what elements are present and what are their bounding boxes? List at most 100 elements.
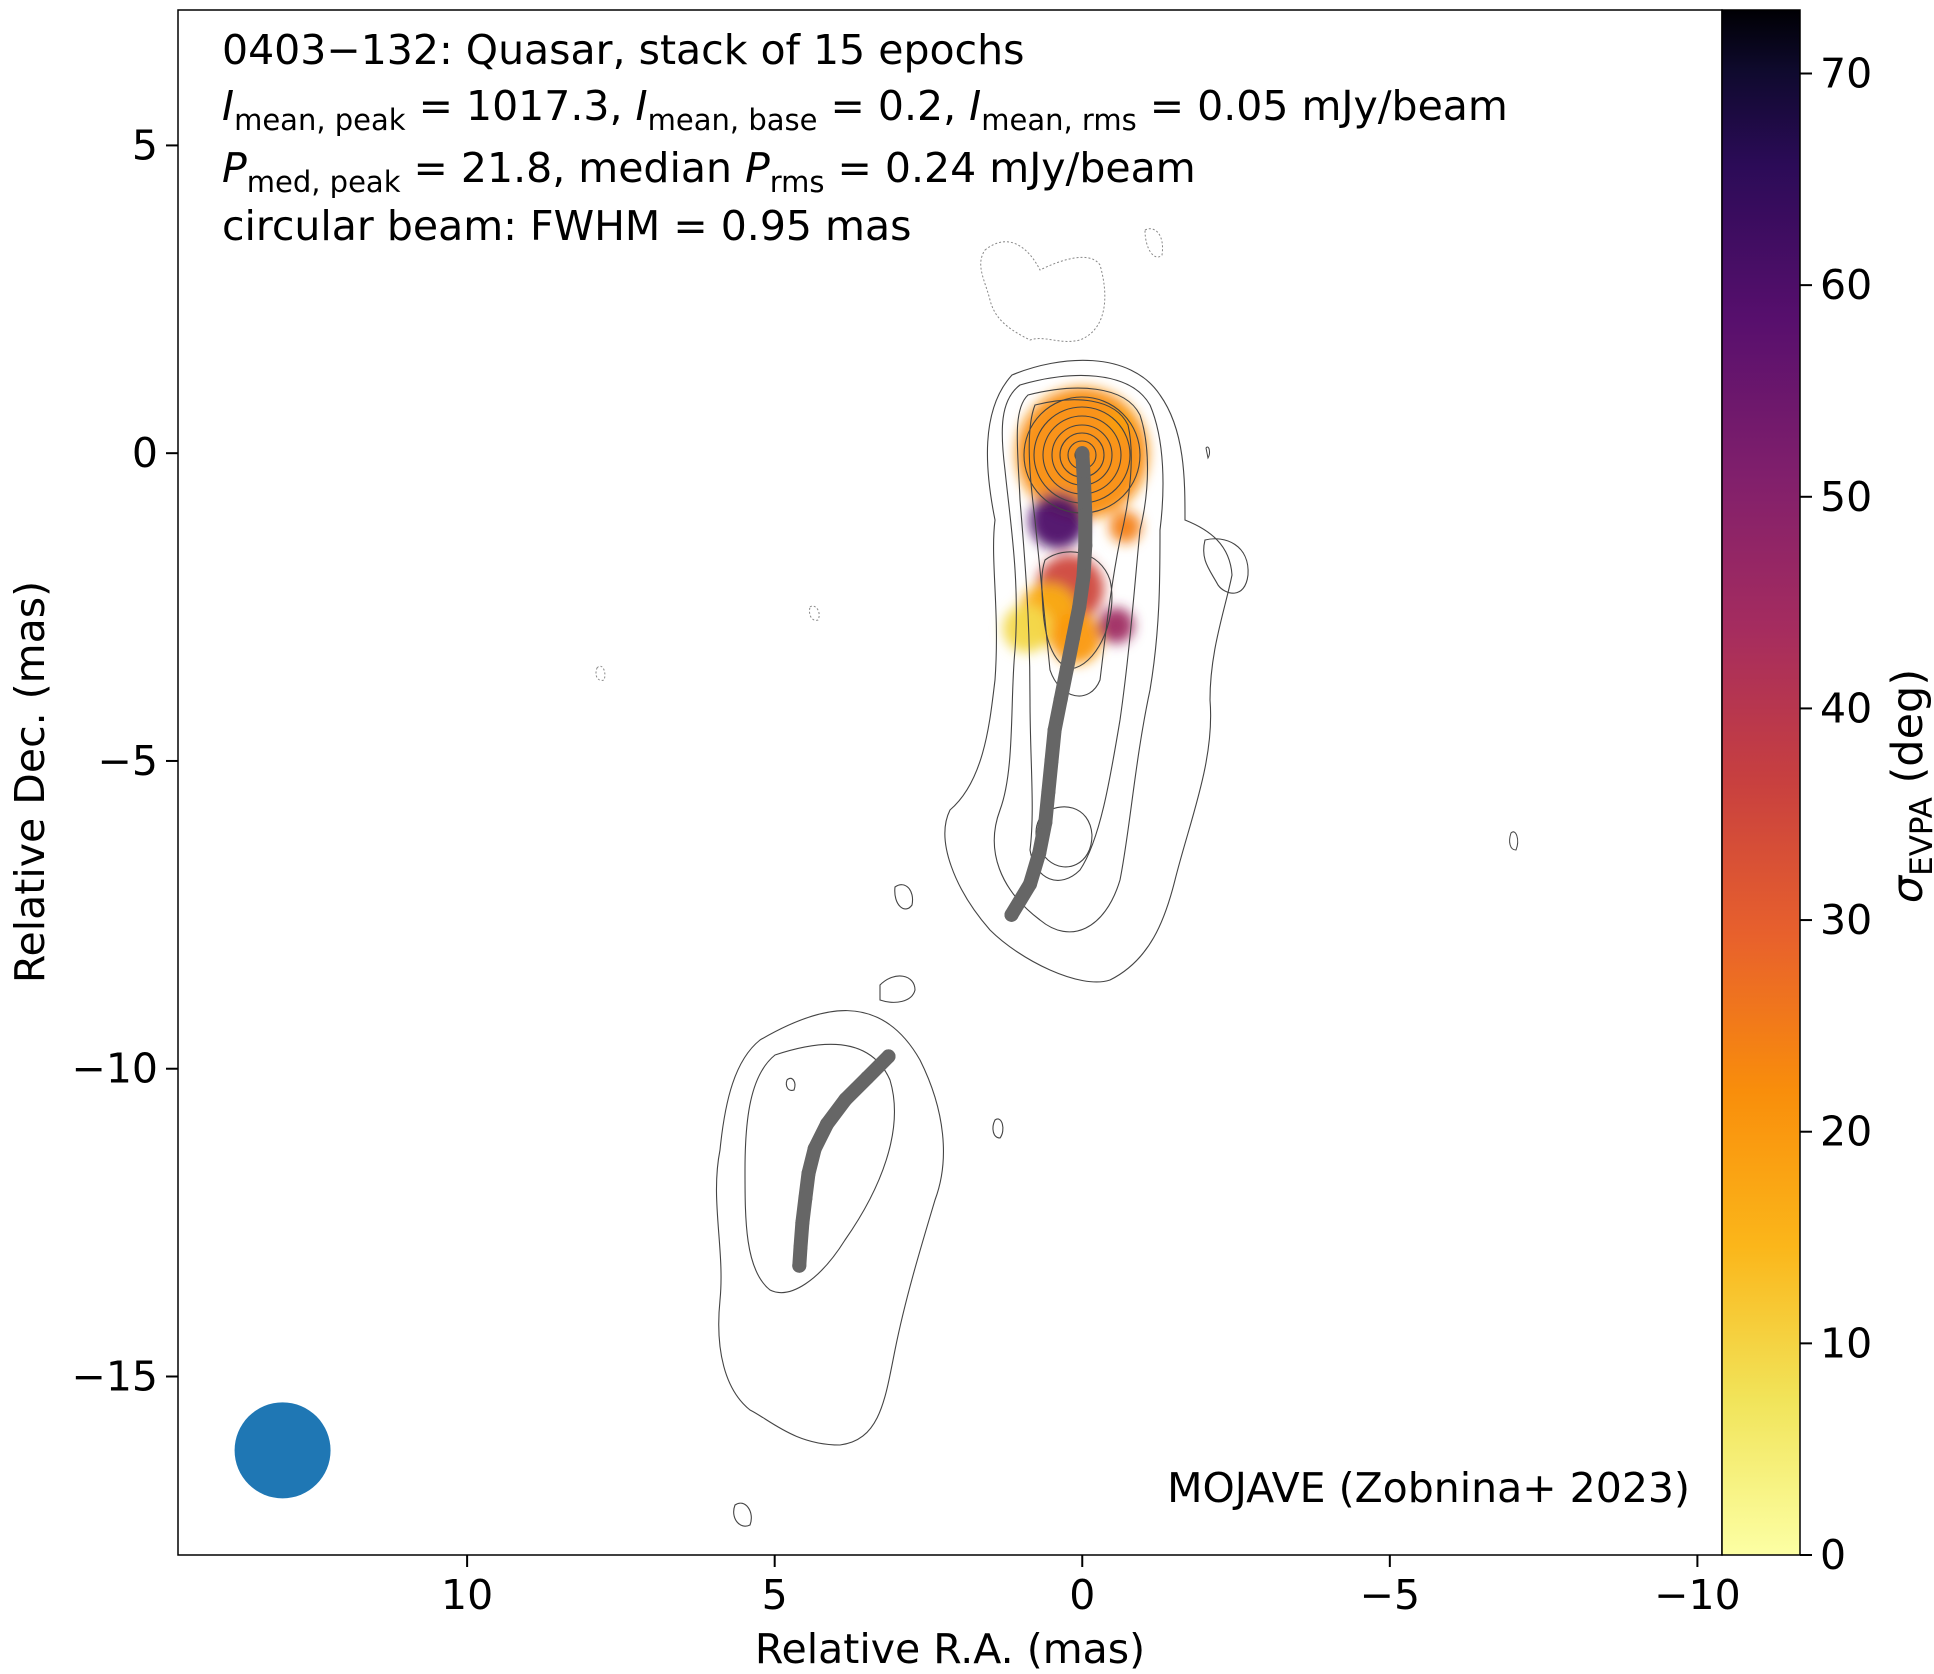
ridge-point (807, 1141, 822, 1156)
ridge-point (819, 1117, 834, 1132)
polarization-region (1098, 607, 1135, 644)
ridge-point (1053, 692, 1068, 707)
colorbar-ticks: 0 10 20 30 40 50 60 70 (1800, 49, 1872, 1579)
colorbar-tick-label: 30 (1820, 896, 1872, 944)
y-tick-label: −10 (71, 1045, 158, 1093)
ridge-point (1066, 630, 1081, 645)
i-mean-peak-sub: mean, peak (234, 103, 406, 137)
contour-3 (1016, 387, 1148, 881)
p-rms-sub: rms (770, 165, 825, 199)
y-tick-label: −5 (98, 737, 158, 785)
i-mean-rms-value: = 0.05 mJy/beam (1137, 82, 1508, 130)
contour-outer (944, 359, 1233, 983)
plot-area: 0403−132: Quasar, stack of 15 epochs Ime… (177, 9, 1723, 1556)
contour-blob-4 (733, 1502, 752, 1527)
contour-blob-5 (785, 1077, 796, 1091)
i-mean-base-label: I (636, 82, 648, 130)
colorbar-gradient (1721, 9, 1801, 1556)
p-med-peak-sub: med, peak (247, 165, 401, 199)
ridge-point (798, 1190, 813, 1205)
intensity-contours (715, 359, 1249, 1527)
x-tick-label: 5 (762, 1571, 788, 1619)
annotation-credit: MOJAVE (Zobnina+ 2023) (1167, 1464, 1690, 1512)
p-rms-value: = 0.24 mJy/beam (825, 144, 1196, 192)
colorbar-label-sub: EVPA (1904, 797, 1934, 876)
title-line-4: circular beam: FWHM = 0.95 mas (222, 202, 911, 250)
p-med-peak-label: P (222, 144, 247, 192)
ridge-point (1022, 877, 1037, 892)
ridge-point (1041, 784, 1056, 799)
polarization-region (1002, 604, 1051, 653)
x-axis-ticks: 10 5 0 −5 −10 (441, 1555, 1741, 1619)
ridge-point (792, 1258, 807, 1273)
ridge-point (1047, 723, 1062, 738)
title-line-1: 0403−132: Quasar, stack of 15 epochs (222, 26, 1024, 74)
contour-4 (1028, 399, 1132, 697)
beam-ellipse (234, 1402, 331, 1499)
y-axis-label: Relative Dec. (mas) (6, 581, 54, 983)
ridge-point (859, 1070, 874, 1085)
title-line-2: Imean, peak = 1017.3, Imean, base = 0.2,… (222, 82, 1508, 137)
ridge-point (1032, 846, 1047, 861)
y-axis-ticks: 5 0 −5 −10 −15 (71, 121, 178, 1400)
ridge-point (1077, 476, 1092, 491)
x-tick-label: 0 (1069, 1571, 1095, 1619)
ridge-point (1072, 600, 1087, 615)
title-line-3: Pmed, peak = 21.8, median Prms = 0.24 mJ… (222, 144, 1196, 199)
ridge-point (1004, 907, 1019, 922)
contour-negative-small-1 (1144, 228, 1164, 258)
i-mean-rms-sub: mean, rms (981, 103, 1136, 137)
contour-negative-small-3 (595, 665, 606, 681)
ridge-point (1044, 753, 1059, 768)
colorbar: 0 10 20 30 40 50 60 70 σEVPA (deg) (1721, 9, 1934, 1579)
ridge-point (838, 1092, 853, 1107)
polarization-region (1105, 408, 1134, 437)
contour-2 (993, 374, 1164, 933)
ridge-point (795, 1215, 810, 1230)
contour-5 (1041, 551, 1113, 669)
ridge-point (881, 1049, 896, 1064)
plot-background (178, 10, 1722, 1555)
ridge-point (1038, 815, 1053, 830)
ridge-point (1078, 538, 1093, 553)
colorbar-label: σEVPA (deg) (1883, 669, 1934, 903)
contour-blob-3 (894, 884, 914, 910)
colorbar-tick-label: 0 (1820, 1531, 1846, 1579)
i-mean-base-sub: mean, base (648, 103, 818, 137)
y-tick-label: 5 (132, 121, 158, 169)
ridge-point (1059, 661, 1074, 676)
contour-blob-1 (879, 975, 916, 1003)
p-med-peak-value: = 21.8, median (401, 144, 746, 192)
contour-small-right-2 (1205, 446, 1210, 460)
x-axis-label: Relative R.A. (mas) (755, 1625, 1145, 1673)
i-mean-rms-label: I (969, 82, 981, 130)
contour-negative-top (980, 241, 1106, 342)
ridge-lines (792, 446, 1093, 1273)
y-tick-label: −15 (71, 1352, 158, 1400)
x-tick-label: −10 (1654, 1571, 1741, 1619)
colorbar-label-unit: (deg) (1883, 669, 1933, 797)
ridge-point (1078, 507, 1093, 522)
contour-lower-outer (715, 1010, 944, 1446)
contour-blob-6 (992, 1118, 1004, 1139)
colorbar-tick-label: 50 (1820, 473, 1872, 521)
polarization-region (1109, 511, 1142, 544)
i-mean-base-value: = 0.2, (817, 82, 969, 130)
y-tick-label: 0 (132, 429, 158, 477)
colorbar-tick-label: 40 (1820, 684, 1872, 732)
colorbar-tick-label: 10 (1820, 1319, 1872, 1367)
i-mean-peak-label: I (222, 82, 234, 130)
p-rms-label: P (745, 144, 770, 192)
i-mean-peak-value: = 1017.3, (406, 82, 636, 130)
ridge-point (1076, 569, 1091, 584)
polarization-region (1029, 492, 1086, 549)
negative-contours (595, 228, 1164, 681)
contour-negative-small-2 (809, 605, 820, 621)
ridge-point (801, 1166, 816, 1181)
contour-small-right (1509, 831, 1519, 851)
colorbar-tick-label: 20 (1820, 1108, 1872, 1156)
colorbar-tick-label: 60 (1820, 261, 1872, 309)
x-tick-label: −5 (1360, 1571, 1420, 1619)
colorbar-label-sigma: σ (1883, 874, 1933, 903)
